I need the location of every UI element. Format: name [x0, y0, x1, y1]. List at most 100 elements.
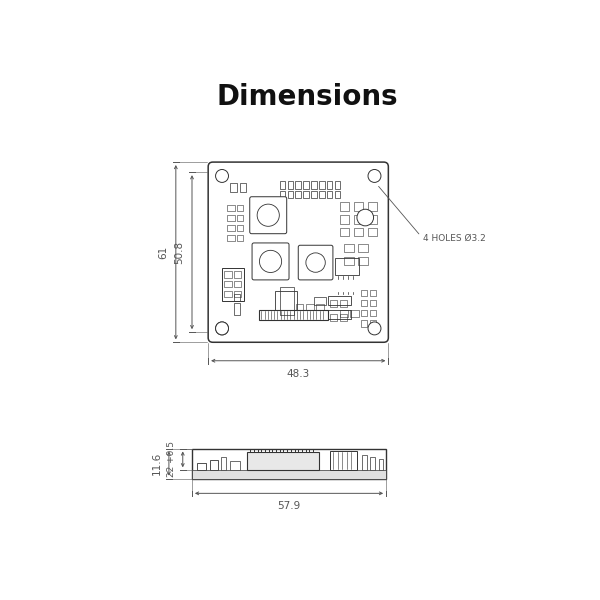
- Bar: [247, 452, 319, 470]
- Bar: [304, 191, 309, 198]
- Bar: [222, 268, 244, 301]
- Bar: [233, 294, 240, 301]
- Circle shape: [357, 209, 374, 226]
- Bar: [370, 310, 376, 316]
- Circle shape: [259, 250, 281, 272]
- FancyBboxPatch shape: [252, 243, 289, 280]
- Bar: [368, 202, 377, 211]
- Bar: [233, 290, 241, 297]
- Bar: [358, 244, 368, 252]
- Bar: [368, 215, 377, 224]
- Bar: [295, 191, 301, 198]
- Bar: [227, 225, 235, 231]
- Bar: [340, 314, 347, 320]
- FancyBboxPatch shape: [250, 197, 287, 234]
- Bar: [370, 300, 376, 306]
- Bar: [362, 455, 367, 470]
- Text: 57.9: 57.9: [277, 501, 301, 511]
- Text: 22 +0.5: 22 +0.5: [167, 442, 176, 478]
- Bar: [340, 202, 349, 211]
- Bar: [328, 296, 352, 305]
- Bar: [237, 215, 243, 221]
- Text: 61: 61: [158, 245, 169, 259]
- Circle shape: [257, 204, 280, 226]
- Bar: [227, 205, 235, 211]
- Bar: [370, 290, 376, 296]
- Bar: [329, 314, 337, 320]
- Bar: [239, 183, 246, 192]
- Bar: [280, 287, 293, 314]
- Bar: [224, 281, 232, 287]
- Bar: [340, 300, 347, 307]
- Bar: [329, 300, 337, 307]
- Circle shape: [215, 322, 229, 335]
- Bar: [344, 257, 354, 265]
- Bar: [287, 181, 293, 189]
- FancyBboxPatch shape: [298, 245, 333, 280]
- Bar: [361, 300, 367, 306]
- Bar: [316, 304, 323, 310]
- Bar: [361, 290, 367, 296]
- Bar: [314, 297, 326, 305]
- Bar: [233, 303, 240, 314]
- Bar: [379, 458, 383, 470]
- Bar: [319, 191, 325, 198]
- Bar: [224, 290, 232, 297]
- Circle shape: [215, 322, 229, 335]
- Bar: [227, 235, 235, 241]
- Bar: [370, 457, 375, 470]
- FancyBboxPatch shape: [208, 162, 388, 342]
- Bar: [335, 191, 340, 198]
- Bar: [319, 181, 325, 189]
- Bar: [233, 281, 241, 287]
- Text: 11.6: 11.6: [152, 452, 161, 475]
- Bar: [295, 181, 301, 189]
- Bar: [340, 310, 348, 317]
- Bar: [354, 215, 363, 224]
- Bar: [328, 310, 352, 319]
- Text: 48.3: 48.3: [287, 369, 310, 379]
- Bar: [327, 181, 332, 189]
- Circle shape: [368, 322, 381, 335]
- Bar: [311, 181, 317, 189]
- Bar: [237, 235, 243, 241]
- Bar: [306, 304, 314, 310]
- Bar: [361, 310, 367, 316]
- Bar: [280, 181, 286, 189]
- Bar: [361, 320, 367, 326]
- Text: Dimensions: Dimensions: [217, 83, 398, 112]
- Bar: [358, 257, 368, 265]
- Bar: [370, 320, 376, 326]
- Bar: [340, 228, 349, 236]
- Text: 50.8: 50.8: [175, 241, 185, 264]
- Bar: [230, 183, 237, 192]
- Bar: [227, 215, 235, 221]
- Bar: [327, 191, 332, 198]
- Bar: [221, 457, 226, 470]
- Bar: [335, 181, 340, 189]
- Bar: [368, 228, 377, 236]
- Bar: [280, 191, 286, 198]
- Bar: [344, 244, 354, 252]
- Bar: [296, 304, 304, 310]
- Circle shape: [215, 169, 229, 182]
- Bar: [237, 205, 243, 211]
- Bar: [192, 470, 386, 479]
- Circle shape: [306, 253, 325, 272]
- Bar: [329, 451, 358, 470]
- Bar: [304, 181, 309, 189]
- Text: 4 HOLES Ø3.2: 4 HOLES Ø3.2: [423, 234, 486, 243]
- Bar: [209, 460, 218, 470]
- Bar: [192, 449, 386, 479]
- Bar: [340, 215, 349, 224]
- Bar: [354, 202, 363, 211]
- Bar: [311, 191, 317, 198]
- Circle shape: [368, 169, 381, 182]
- Bar: [224, 271, 232, 278]
- Bar: [335, 258, 359, 275]
- Bar: [354, 228, 363, 236]
- Bar: [287, 191, 293, 198]
- Bar: [259, 310, 328, 320]
- Bar: [230, 461, 240, 470]
- Bar: [275, 290, 298, 310]
